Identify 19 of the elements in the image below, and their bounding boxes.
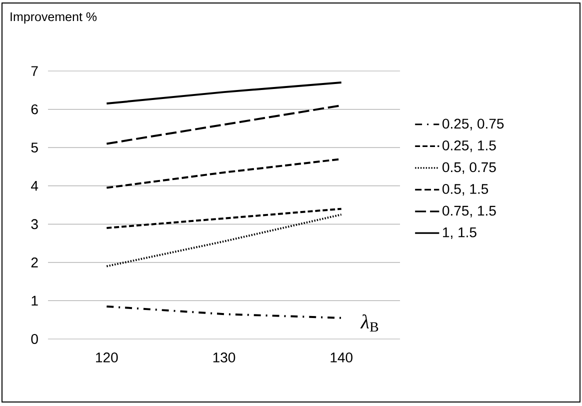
y-tick-label: 4 — [31, 181, 38, 191]
y-axis-title: Improvement % — [10, 12, 97, 24]
x-tick-label: 120 — [96, 352, 118, 362]
legend-label: 0.5, 0.75 — [442, 162, 496, 174]
y-tick-label: 6 — [31, 104, 38, 114]
y-tick-label: 3 — [31, 219, 38, 230]
legend-label: 0.25, 0.75 — [442, 118, 504, 130]
y-tick-label: 2 — [31, 258, 38, 268]
y-tick-label: 5 — [31, 142, 38, 152]
legend-label: 0.25, 1.5 — [442, 140, 496, 152]
legend-label: 0.5, 1.5 — [442, 184, 488, 196]
x-tick-label: 140 — [330, 352, 352, 362]
x-axis-title: λ$_{B}$ — [360, 314, 378, 332]
legend-label: 1, 1.5 — [443, 228, 476, 239]
legend-label: 0.75, 1.5 — [442, 206, 496, 218]
y-tick-label: 1 — [32, 296, 38, 306]
x-tick-label: 130 — [213, 352, 236, 362]
y-tick-label: 7 — [31, 66, 38, 76]
y-tick-label: 0 — [31, 334, 38, 344]
